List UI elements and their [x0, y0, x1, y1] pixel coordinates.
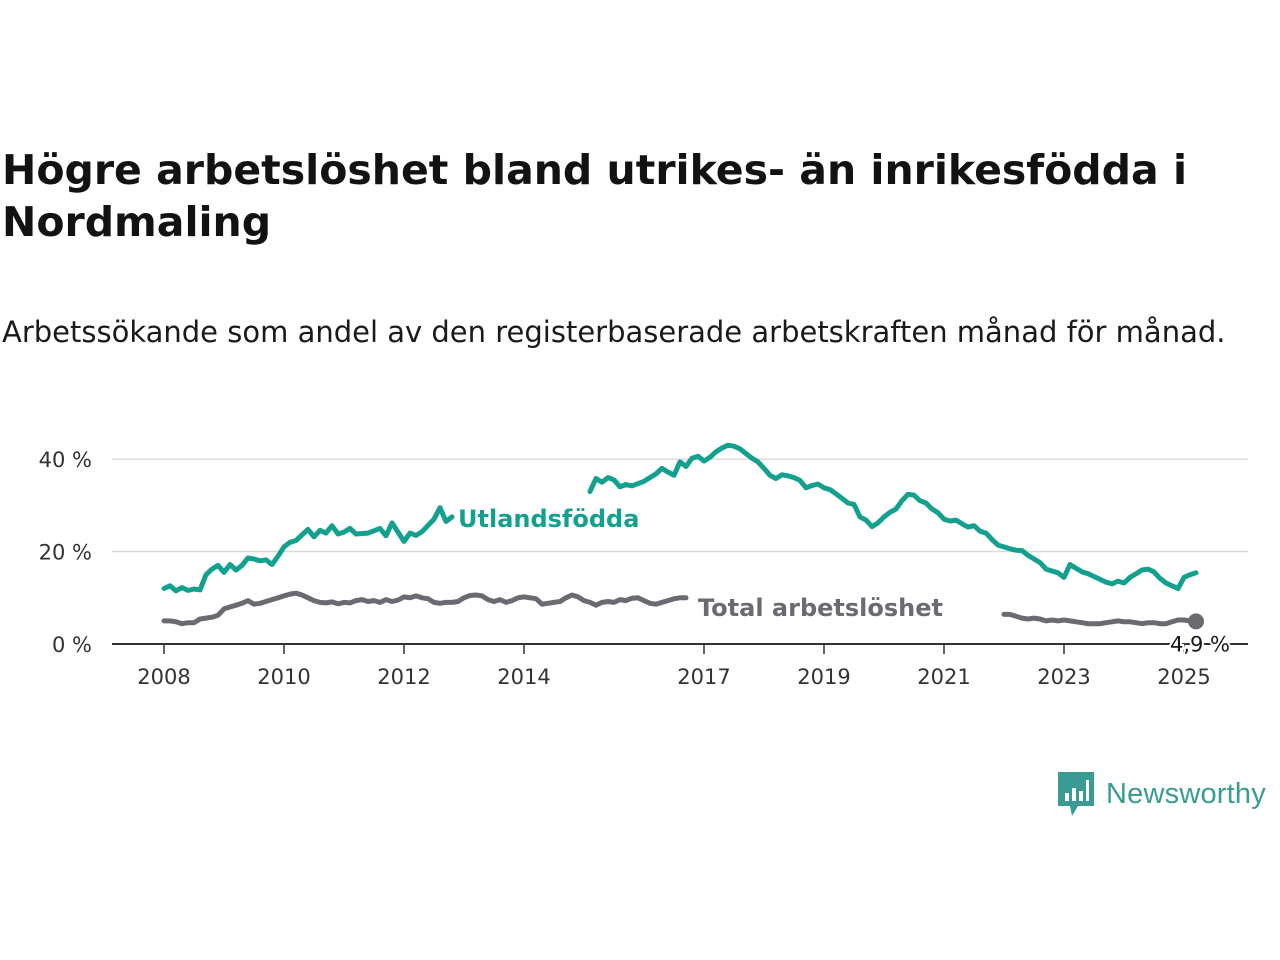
- series-line-utlandsfodda: [587, 442, 1199, 591]
- series-label-total: Total arbetslöshet: [698, 594, 943, 622]
- series-end-marker: [1188, 613, 1204, 630]
- series-line-total: [161, 590, 689, 627]
- y-tick-label: 40 %: [39, 448, 92, 472]
- line-chart: 0 % 20 % 40 % 2008 2010 2012 2014 2017 2019 2021 2…: [39, 442, 1248, 689]
- y-tick-label: 0 %: [52, 633, 92, 657]
- series-end-value-label: 4,9 %: [1170, 632, 1230, 656]
- x-tick-label: 2023: [1037, 665, 1090, 689]
- x-tick-label: 2025: [1157, 665, 1210, 689]
- y-tick-label: 20 %: [39, 541, 92, 565]
- x-tick-label: 2008: [137, 665, 190, 689]
- series-line-utlandsfodda: [161, 505, 455, 594]
- axes: 0 % 20 % 40 % 2008 2010 2012 2014 2017 2019 2021 2…: [39, 448, 1248, 689]
- x-tick-label: 2021: [917, 665, 970, 689]
- series-lines: [161, 442, 1199, 627]
- x-tick-label: 2010: [257, 665, 310, 689]
- brand-logo: Newsworthy: [1058, 772, 1266, 816]
- newsworthy-logo-icon: [1058, 772, 1094, 816]
- x-tick-label: 2014: [497, 665, 550, 689]
- chart-title: Högre arbetslöshet bland utrikes- än inr…: [2, 146, 1187, 246]
- x-tick-label: 2019: [797, 665, 850, 689]
- series-line-total: [1001, 611, 1199, 627]
- x-tick-label: 2017: [677, 665, 730, 689]
- series-labels: Utlandsfödda Total arbetslöshet 4,9 %: [458, 505, 1232, 658]
- series-label-utlandsfodda: Utlandsfödda: [458, 505, 639, 533]
- x-tick-label: 2012: [377, 665, 430, 689]
- chart-subtitle: Arbetssökande som andel av den registerb…: [2, 315, 1226, 349]
- brand-name: Newsworthy: [1106, 777, 1266, 810]
- gridlines: [112, 458, 1248, 553]
